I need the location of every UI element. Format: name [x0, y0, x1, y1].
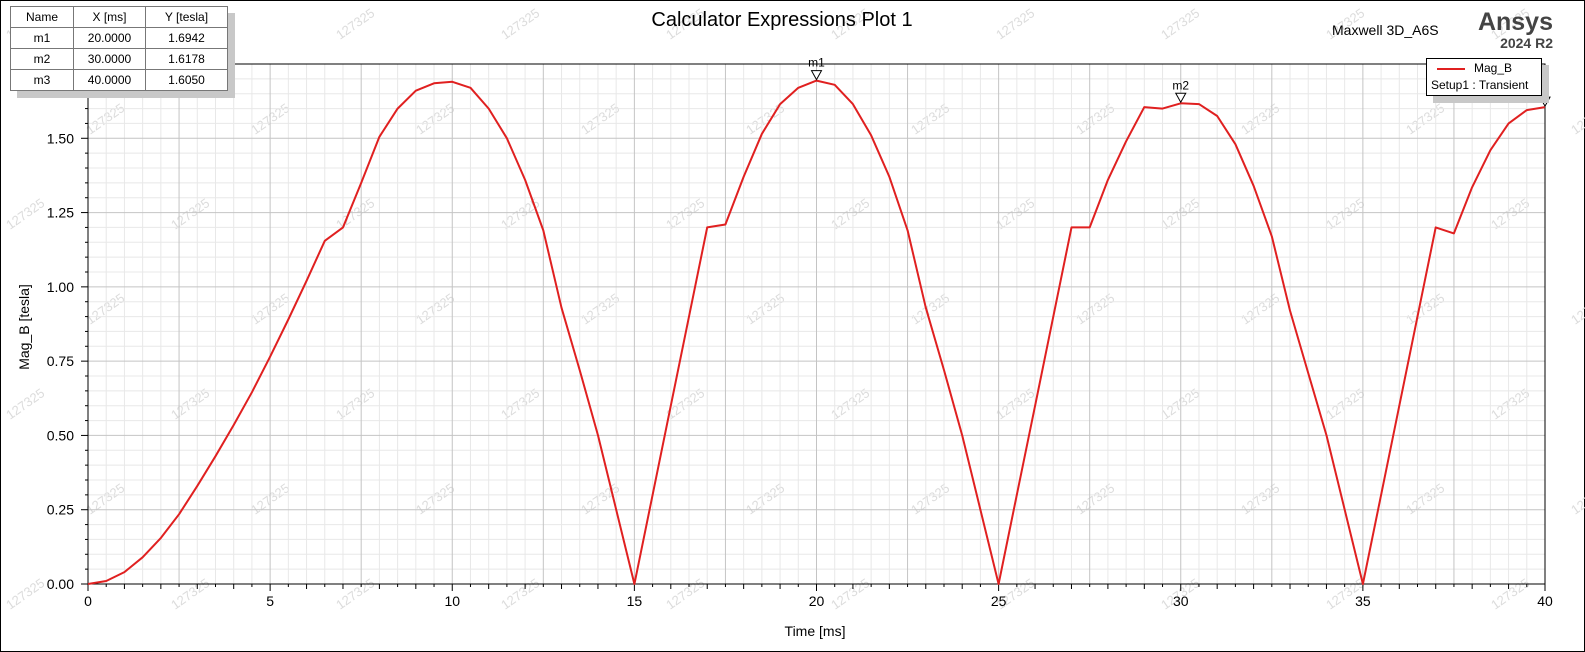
header-y: Y [tesla] [145, 6, 228, 28]
legend[interactable]: Mag_B Setup1 : Transient [1426, 58, 1542, 96]
watermark-text: 127325 [168, 195, 212, 232]
watermark-text: 127325 [1158, 195, 1202, 232]
y-tick-label: 1.00 [47, 279, 74, 295]
watermark-text: 127325 [498, 575, 542, 612]
watermark-text: 127325 [333, 195, 377, 232]
legend-swatch [1437, 68, 1465, 70]
watermark-text: 127325 [83, 100, 127, 137]
marker-name: m2 [10, 48, 74, 70]
marker-m1-label: m1 [808, 56, 825, 70]
watermark-text: 127325 [413, 290, 457, 327]
x-tick-label: 40 [1537, 593, 1553, 609]
watermark-text: 127325 [578, 100, 622, 137]
ansys-logo: Ansys [1478, 8, 1553, 36]
y-tick-label: 1.25 [47, 205, 74, 221]
header-x: X [ms] [73, 6, 146, 28]
watermark-text: 127325 [1158, 5, 1202, 42]
y-tick-label: 0.00 [47, 576, 74, 592]
chart-title: Calculator Expressions Plot 1 [651, 9, 912, 31]
design-name: Maxwell 3D_A6S [1332, 22, 1439, 38]
version-label: 2024 R2 [1500, 35, 1553, 51]
marker-y: 1.6178 [145, 48, 228, 70]
marker-y: 1.6942 [145, 27, 228, 49]
x-axis-label: Time [ms] [785, 623, 846, 639]
watermark-text: 127325 [498, 195, 542, 232]
header-name: Name [10, 6, 74, 28]
watermark-text: 127325 [1568, 480, 1585, 517]
watermark-text: 127325 [908, 480, 952, 517]
x-tick-label: 25 [991, 593, 1007, 609]
watermark-text: 127325 [1238, 100, 1282, 137]
marker-y: 1.6050 [145, 69, 228, 91]
watermark-text: 127325 [3, 385, 47, 422]
legend-setup: Setup1 : Transient [1431, 78, 1529, 92]
watermark-text: 127325 [333, 5, 377, 42]
major-grid [87, 63, 1546, 585]
watermark-text: 127325 [1488, 195, 1532, 232]
watermark-text: 127325 [83, 480, 127, 517]
watermark-text: 127325 [1403, 100, 1447, 137]
watermark-text: 127325 [1073, 100, 1117, 137]
x-tick-label: 15 [627, 593, 643, 609]
watermark-text: 127325 [1568, 290, 1585, 327]
watermark-text: 127325 [413, 100, 457, 137]
y-axis-label: Mag_B [tesla] [16, 284, 32, 370]
marker-table-header: Name X [ms] Y [tesla] [10, 6, 228, 28]
x-tick-labels: 0 5 10 15 20 25 30 35 40 [84, 593, 1553, 609]
y-tick-label: 0.25 [47, 502, 74, 518]
marker-m1-icon[interactable] [810, 70, 823, 81]
table-row: m3 40.0000 1.6050 [10, 69, 228, 91]
table-row: m2 30.0000 1.6178 [10, 48, 228, 70]
watermark-text: 127325 [3, 195, 47, 232]
watermark-text: 127325 [743, 100, 787, 137]
y-tick-label: 0.50 [47, 427, 74, 443]
watermark-text: 127325 [578, 480, 622, 517]
watermark-text: 127325 [1073, 480, 1117, 517]
watermark-text: 127325 [1403, 480, 1447, 517]
table-row: m1 20.0000 1.6942 [10, 27, 228, 49]
marker-x: 40.0000 [73, 69, 146, 91]
watermark-text: 127325 [333, 575, 377, 612]
marker-table: Name X [ms] Y [tesla] m1 20.0000 1.6942 … [10, 6, 228, 91]
x-tick-label: 35 [1355, 593, 1371, 609]
x-tick-label: 20 [809, 593, 825, 609]
watermark-text: 127325 [413, 480, 457, 517]
watermark-text: 127325 [993, 195, 1037, 232]
y-tick-label: 0.75 [47, 353, 74, 369]
legend-series-name: Mag_B [1474, 61, 1513, 75]
marker-name: m3 [10, 69, 74, 91]
watermark-text: 127325 [908, 100, 952, 137]
watermark-text: 127325 [578, 290, 622, 327]
y-tick-label: 1.50 [47, 130, 74, 146]
watermark-text: 127325 [168, 575, 212, 612]
marker-name: m1 [10, 27, 74, 49]
watermark-text: 127325 [663, 575, 707, 612]
y-tick-labels: 0.00 0.25 0.50 0.75 1.00 1.25 1.50 [47, 130, 74, 592]
watermark-text: 127325 [993, 5, 1037, 42]
marker-m2-icon[interactable] [1174, 92, 1187, 104]
watermark-text: 127325 [1323, 195, 1367, 232]
tick-marks [81, 63, 1546, 591]
watermark-text: 127325 [1568, 100, 1585, 137]
marker-x: 30.0000 [73, 48, 146, 70]
x-tick-label: 0 [84, 593, 92, 609]
watermark-text: 127325 [1238, 480, 1282, 517]
watermark-text: 127325 [1238, 290, 1282, 327]
marker-m2-label: m2 [1172, 78, 1189, 92]
x-tick-label: 5 [266, 593, 274, 609]
x-tick-label: 10 [444, 593, 460, 609]
watermark-text: 127325 [1488, 575, 1532, 612]
watermark-text: 127325 [663, 195, 707, 232]
watermark-text: 127325 [1073, 290, 1117, 327]
x-tick-label: 30 [1173, 593, 1189, 609]
watermark-text: 127325 [743, 480, 787, 517]
watermark-text: 127325 [743, 290, 787, 327]
marker-x: 20.0000 [73, 27, 146, 49]
marker-m3-icon[interactable] [1539, 96, 1551, 108]
watermark-text: 127325 [1403, 290, 1447, 327]
watermark-text: 127325 [3, 575, 47, 612]
watermark-text: 127325 [83, 290, 127, 327]
watermark-text: 127325 [498, 5, 542, 42]
